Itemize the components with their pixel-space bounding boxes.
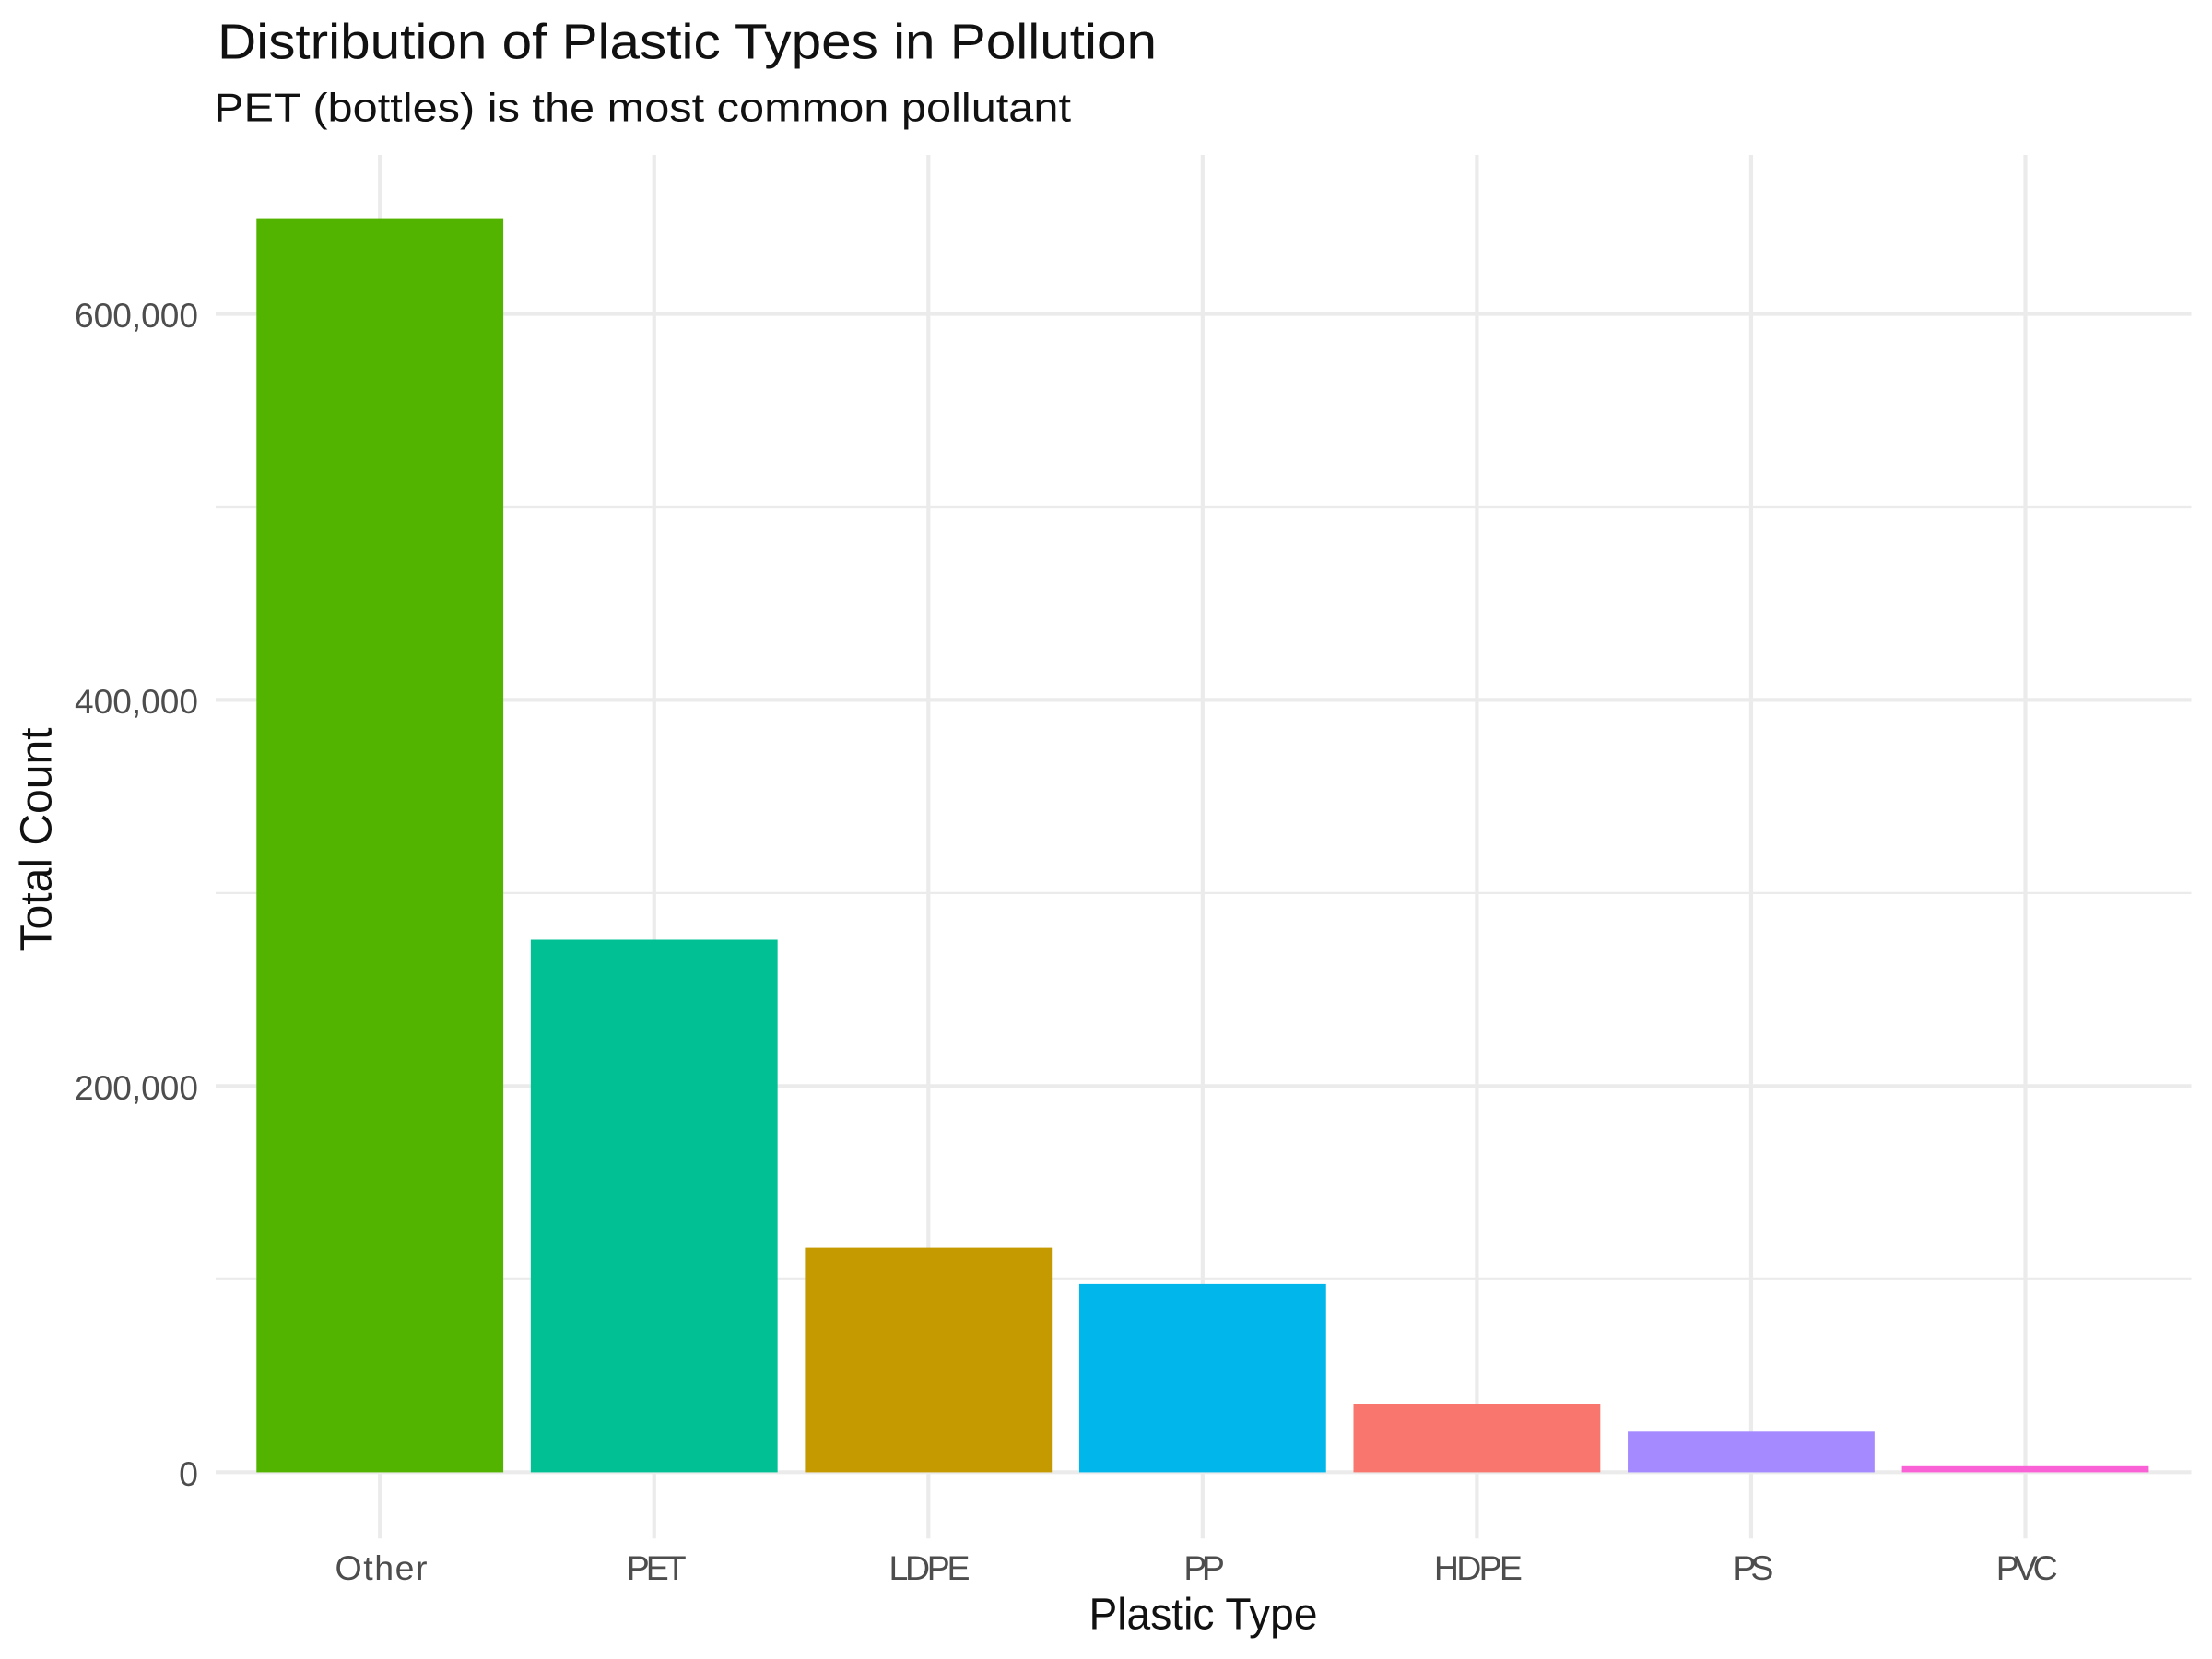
svg-text:Total Count: Total Count [12,728,61,952]
svg-text:Distribution of Plastic Types: Distribution of Plastic Types in Polluti… [218,15,1157,70]
svg-text:HDPE: HDPE [1434,1548,1523,1587]
svg-text:0: 0 [179,1454,198,1493]
svg-text:PS: PS [1733,1548,1773,1587]
svg-text:Other: Other [335,1548,428,1587]
svg-text:600,000: 600,000 [75,296,198,335]
svg-text:PVC: PVC [1996,1548,2058,1587]
svg-text:PET: PET [627,1548,687,1587]
svg-text:200,000: 200,000 [75,1068,198,1107]
svg-text:Plastic Type: Plastic Type [1089,1590,1318,1639]
svg-text:400,000: 400,000 [75,682,198,721]
svg-text:PET (bottles) is the most comm: PET (bottles) is the most common polluta… [214,86,1071,131]
svg-text:PP: PP [1183,1548,1225,1587]
svg-text:LDPE: LDPE [889,1548,971,1587]
